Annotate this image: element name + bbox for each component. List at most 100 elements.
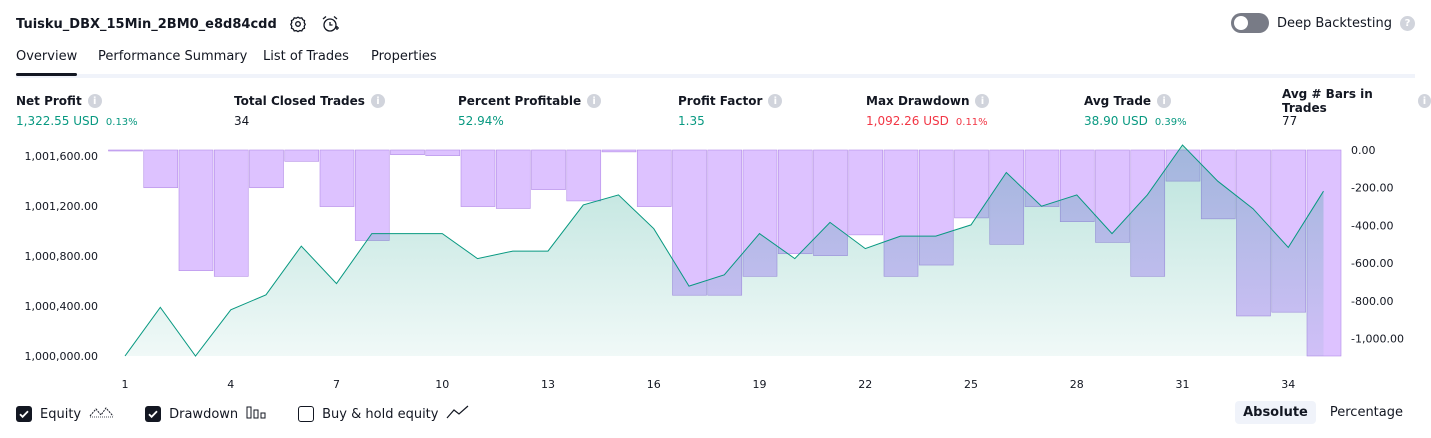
metric-percent: 0.39% xyxy=(1154,117,1187,128)
drawdown-bar xyxy=(319,149,355,207)
info-icon[interactable]: i xyxy=(587,94,602,108)
drawdown-bar xyxy=(460,149,496,207)
equity-line xyxy=(124,144,1324,357)
metric-label: Avg # Bars in Trades xyxy=(1282,87,1373,115)
x-tick-label: 10 xyxy=(435,378,449,391)
metric-profit-factor: Profit Factor i 1.35 xyxy=(678,93,783,128)
y2-tick-label: 0.00 xyxy=(1351,144,1376,157)
y2-tick-label: -400.00 xyxy=(1351,219,1393,232)
legend-label: Equity xyxy=(40,406,82,422)
y-tick-label: 1,000,000.00 xyxy=(25,350,98,363)
metric-value: 34 xyxy=(234,114,250,128)
metric-value: 38.90 USD xyxy=(1084,114,1148,128)
metric-value: 1.35 xyxy=(678,114,705,128)
legend-label: Drawdown xyxy=(169,406,239,422)
drawdown-bar xyxy=(531,149,566,190)
tab-properties[interactable]: Properties xyxy=(371,49,437,64)
info-icon[interactable]: i xyxy=(370,94,385,108)
deep-backtesting-label: Deep Backtesting xyxy=(1276,15,1392,31)
value-mode-switch: Absolute Percentage xyxy=(1235,401,1411,424)
report-tabs: Overview Performance Summary List of Tra… xyxy=(16,44,1415,78)
x-tick-label: 19 xyxy=(753,378,767,391)
info-icon[interactable]: i xyxy=(975,94,990,108)
buy-hold-line-icon xyxy=(446,405,470,423)
drawdown-bar xyxy=(108,149,143,152)
metric-max-drawdown: Max Drawdown i 1,092.26 USD 0.11% xyxy=(866,93,990,128)
y2-tick-label: -600.00 xyxy=(1351,257,1393,270)
drawdown-bar xyxy=(249,149,284,189)
tab-overview[interactable]: Overview xyxy=(16,49,78,76)
tab-performance-summary[interactable]: Performance Summary xyxy=(98,49,248,64)
absolute-button[interactable]: Absolute xyxy=(1235,401,1316,424)
metric-percent: 0.11% xyxy=(955,117,988,128)
chart-legend: Equity Drawdown Buy & hold equity xyxy=(16,403,500,425)
x-tick-label: 22 xyxy=(858,378,872,391)
x-tick-label: 1 xyxy=(122,378,129,391)
y2-tick-label: -200.00 xyxy=(1351,182,1393,195)
metric-label: Profit Factor xyxy=(678,94,763,108)
drawdown-bar xyxy=(390,149,425,156)
strategy-header: Tuisku_DBX_15Min_2BM0_e8d84cdd xyxy=(16,13,341,35)
y2-tick-label: -800.00 xyxy=(1351,295,1393,308)
drawdown-bar xyxy=(354,149,390,241)
drawdown-bar xyxy=(601,149,637,153)
drawdown-checkbox[interactable] xyxy=(145,406,162,422)
drawdown-bar xyxy=(213,149,249,277)
buy-hold-checkbox[interactable] xyxy=(298,406,315,422)
x-tick-label: 4 xyxy=(227,378,234,391)
x-tick-label: 13 xyxy=(541,378,555,391)
equity-line-icon xyxy=(89,405,115,423)
metric-avg-bars-in-trades: Avg # Bars in Trades i 77 xyxy=(1282,87,1431,128)
legend-drawdown[interactable]: Drawdown xyxy=(145,405,268,423)
metric-percent-profitable: Percent Profitable i 52.94% xyxy=(458,93,602,128)
equity-area xyxy=(125,145,1324,356)
metric-avg-trade: Avg Trade i 38.90 USD 0.39% xyxy=(1084,93,1187,128)
metric-value: 77 xyxy=(1282,114,1298,128)
drawdown-bar xyxy=(284,149,320,162)
metric-label: Avg Trade xyxy=(1084,94,1152,108)
percentage-button[interactable]: Percentage xyxy=(1329,405,1403,420)
metric-value: 52.94% xyxy=(458,114,504,128)
metric-label: Net Profit xyxy=(16,94,82,108)
equity-drawdown-chart[interactable]: 1,000,000.00 1,000,400.00 1,000,800.00 1,00… xyxy=(0,138,1431,398)
gear-icon[interactable] xyxy=(287,13,309,35)
x-tick-label: 25 xyxy=(964,378,978,391)
legend-label: Buy & hold equity xyxy=(322,406,439,422)
info-icon[interactable]: i xyxy=(1417,94,1431,108)
info-icon[interactable]: i xyxy=(1157,94,1172,108)
x-tick-label: 7 xyxy=(333,378,340,391)
metric-value: 1,092.26 USD xyxy=(866,114,949,128)
drawdown-bars-icon xyxy=(246,405,268,423)
metric-label: Max Drawdown xyxy=(866,94,970,108)
x-tick-label: 34 xyxy=(1281,378,1295,391)
strategy-name: Tuisku_DBX_15Min_2BM0_e8d84cdd xyxy=(16,16,277,32)
legend-equity[interactable]: Equity xyxy=(16,405,115,423)
drawdown-bar xyxy=(848,149,884,236)
y-tick-label: 1,001,200.00 xyxy=(25,200,98,213)
y-tick-label: 1,000,800.00 xyxy=(25,250,98,263)
metric-label: Total Closed Trades xyxy=(234,94,365,108)
equity-checkbox[interactable] xyxy=(16,406,32,422)
metric-net-profit: Net Profit i 1,322.55 USD 0.13% xyxy=(16,93,138,128)
deep-backtesting: Deep Backtesting ? xyxy=(1230,13,1415,33)
info-icon[interactable]: i xyxy=(87,94,102,108)
drawdown-bar xyxy=(777,149,813,255)
alarm-clock-add-icon[interactable] xyxy=(319,13,341,35)
tab-list-of-trades[interactable]: List of Trades xyxy=(263,49,349,64)
x-tick-label: 16 xyxy=(647,378,661,391)
drawdown-bar xyxy=(495,149,531,209)
deep-backtesting-toggle[interactable] xyxy=(1230,13,1269,33)
x-tick-label: 31 xyxy=(1176,378,1190,391)
metric-percent: 0.13% xyxy=(105,117,138,128)
info-icon[interactable]: i xyxy=(768,94,783,108)
metric-label: Percent Profitable xyxy=(458,94,582,108)
legend-buy-hold-equity[interactable]: Buy & hold equity xyxy=(298,405,470,423)
y-tick-label: 1,000,400.00 xyxy=(25,300,98,313)
drawdown-bar xyxy=(566,149,602,202)
help-icon[interactable]: ? xyxy=(1400,15,1415,31)
x-tick-label: 28 xyxy=(1070,378,1084,391)
drawdown-bar xyxy=(636,149,672,207)
metric-value: 1,322.55 USD xyxy=(16,114,99,128)
y2-tick-label: -1,000.00 xyxy=(1351,333,1404,346)
drawdown-bar xyxy=(425,149,461,156)
